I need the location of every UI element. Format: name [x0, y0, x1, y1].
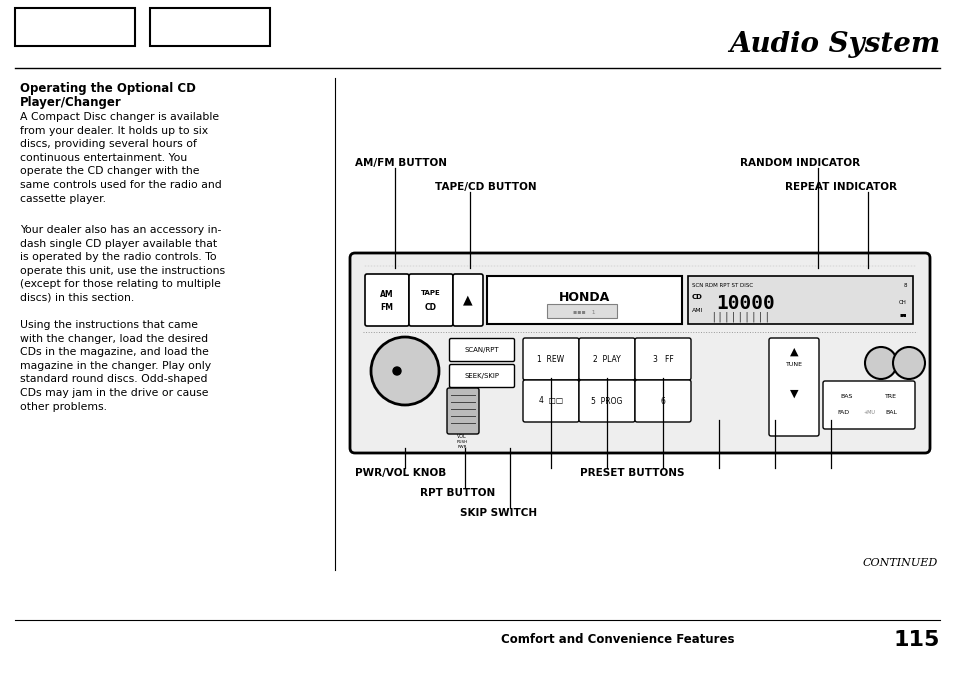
- Text: ▪▪▪   1: ▪▪▪ 1: [573, 309, 596, 315]
- Text: 5  PROG: 5 PROG: [591, 396, 622, 406]
- Text: RANDOM INDICATOR: RANDOM INDICATOR: [740, 158, 860, 168]
- Bar: [486, 276, 681, 324]
- Text: ▪▪: ▪▪: [899, 312, 906, 317]
- Text: Audio System: Audio System: [728, 31, 939, 58]
- Text: CD: CD: [424, 303, 436, 312]
- Text: CONTINUED: CONTINUED: [862, 558, 937, 568]
- Text: RPT BUTTON: RPT BUTTON: [419, 488, 495, 498]
- Circle shape: [892, 347, 924, 379]
- Text: 10000: 10000: [716, 294, 774, 313]
- Text: AM/FM BUTTON: AM/FM BUTTON: [355, 158, 447, 168]
- FancyBboxPatch shape: [447, 388, 478, 434]
- Text: ▲: ▲: [789, 347, 798, 357]
- Text: CD: CD: [691, 294, 702, 300]
- FancyBboxPatch shape: [449, 338, 514, 361]
- Text: HONDA: HONDA: [558, 291, 610, 304]
- Text: CH: CH: [898, 300, 906, 305]
- FancyBboxPatch shape: [578, 338, 635, 380]
- Bar: [546, 304, 617, 318]
- Text: +MU: +MU: [862, 410, 874, 415]
- Text: SKIP SWITCH: SKIP SWITCH: [459, 508, 537, 518]
- FancyBboxPatch shape: [365, 274, 409, 326]
- Text: SEEK/SKIP: SEEK/SKIP: [464, 373, 499, 379]
- FancyBboxPatch shape: [635, 380, 690, 422]
- Text: ▼: ▼: [789, 389, 798, 399]
- Text: PRESET BUTTONS: PRESET BUTTONS: [579, 468, 684, 478]
- Text: BAS: BAS: [840, 394, 852, 398]
- Text: TAPE: TAPE: [420, 290, 440, 296]
- FancyBboxPatch shape: [635, 338, 690, 380]
- Text: AMI: AMI: [691, 308, 702, 313]
- Bar: [150, 8, 270, 46]
- Text: Your dealer also has an accessory in-
dash single CD player available that
is op: Your dealer also has an accessory in- da…: [20, 225, 225, 303]
- Text: FAD: FAD: [836, 410, 848, 415]
- FancyBboxPatch shape: [578, 380, 635, 422]
- Text: SCN RDM RPT ST DISC: SCN RDM RPT ST DISC: [691, 283, 752, 288]
- FancyBboxPatch shape: [522, 338, 578, 380]
- Text: 4  □□: 4 □□: [538, 396, 562, 406]
- Text: 2  PLAY: 2 PLAY: [593, 355, 620, 363]
- Text: 3   FF: 3 FF: [652, 355, 673, 363]
- FancyBboxPatch shape: [453, 274, 482, 326]
- Text: SCAN/RPT: SCAN/RPT: [464, 347, 498, 353]
- Text: Comfort and Convenience Features: Comfort and Convenience Features: [501, 633, 734, 646]
- FancyBboxPatch shape: [449, 365, 514, 388]
- Circle shape: [864, 347, 896, 379]
- Text: REPEAT INDICATOR: REPEAT INDICATOR: [784, 182, 896, 192]
- Circle shape: [393, 367, 400, 375]
- Text: Player/Changer: Player/Changer: [20, 96, 122, 109]
- Text: Operating the Optional CD: Operating the Optional CD: [20, 82, 195, 95]
- Text: 115: 115: [893, 630, 939, 650]
- Text: AM: AM: [380, 290, 394, 299]
- Text: FM: FM: [380, 303, 393, 312]
- Text: PUSH: PUSH: [456, 440, 467, 444]
- FancyBboxPatch shape: [350, 253, 929, 453]
- Bar: [15, 8, 135, 46]
- Text: 6: 6: [659, 396, 665, 406]
- Text: TRE: TRE: [884, 394, 896, 398]
- Text: PWR/VOL KNOB: PWR/VOL KNOB: [355, 468, 446, 478]
- Text: PWR: PWR: [456, 445, 466, 449]
- FancyBboxPatch shape: [522, 380, 578, 422]
- Text: 1  REW: 1 REW: [537, 355, 564, 363]
- Bar: [687, 276, 912, 324]
- Text: TAPE/CD BUTTON: TAPE/CD BUTTON: [435, 182, 536, 192]
- Text: A Compact Disc changer is available
from your dealer. It holds up to six
discs, : A Compact Disc changer is available from…: [20, 112, 221, 204]
- Text: TUNE: TUNE: [784, 361, 801, 367]
- FancyBboxPatch shape: [768, 338, 818, 436]
- Text: BAL: BAL: [884, 410, 896, 415]
- Text: Using the instructions that came
with the changer, load the desired
CDs in the m: Using the instructions that came with th…: [20, 320, 211, 412]
- FancyBboxPatch shape: [409, 274, 453, 326]
- Circle shape: [371, 337, 438, 405]
- Text: 8: 8: [902, 283, 906, 288]
- FancyBboxPatch shape: [822, 381, 914, 429]
- Text: ▲: ▲: [463, 293, 473, 307]
- Text: |||||||||: |||||||||: [709, 311, 770, 321]
- Text: VOL: VOL: [456, 434, 466, 439]
